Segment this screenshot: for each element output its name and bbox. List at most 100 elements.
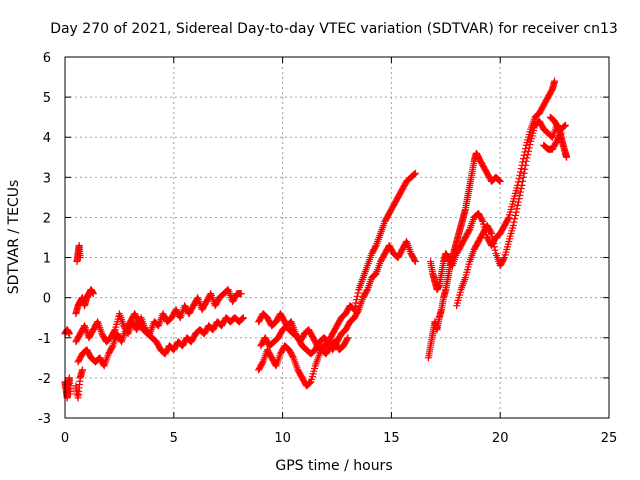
data-point-marker: [306, 379, 314, 387]
data-point-marker: [520, 169, 528, 177]
data-point-marker: [411, 258, 419, 266]
data-point-marker: [515, 195, 523, 203]
data-point-marker: [500, 255, 508, 263]
chart-title: Day 270 of 2021, Sidereal Day-to-day VTE…: [50, 21, 618, 37]
data-point-marker: [305, 379, 313, 387]
data-point-marker: [411, 256, 419, 264]
data-point-marker: [344, 334, 352, 342]
data-point-marker: [517, 188, 525, 196]
data-point-marker: [351, 302, 359, 310]
data-point-marker: [512, 208, 520, 216]
data-point-marker: [495, 176, 503, 184]
data-point-marker: [350, 306, 358, 314]
data-point-marker: [108, 343, 116, 351]
data-point-marker: [521, 165, 529, 173]
data-point-marker: [353, 296, 361, 304]
x-axis-title: GPS time / hours: [275, 458, 392, 474]
data-point-marker: [258, 359, 266, 367]
data-point-marker: [516, 171, 524, 179]
data-point-marker: [354, 307, 362, 315]
data-point-marker: [238, 315, 246, 323]
data-point-marker: [495, 177, 503, 185]
data-point-marker: [517, 168, 525, 176]
data-point-marker: [343, 335, 351, 343]
data-point-marker: [410, 171, 418, 179]
data-point-marker: [239, 314, 247, 322]
y-tick-label: 5: [43, 91, 51, 106]
y-tick-label: 2: [43, 211, 51, 226]
data-point-marker: [561, 121, 569, 129]
data-point-marker: [511, 215, 519, 223]
data-point-marker: [411, 170, 419, 178]
data-point-marker: [489, 236, 497, 244]
data-point-marker: [517, 165, 525, 173]
data-point-marker: [89, 290, 97, 298]
data-point-marker: [514, 178, 522, 186]
y-tick-label: 0: [43, 292, 51, 307]
data-point-marker: [478, 216, 486, 224]
y-tick-label: -1: [38, 332, 51, 347]
x-tick-labels: 0 5 10 15 20 25: [61, 431, 617, 446]
data-point-marker: [557, 129, 565, 137]
data-point-marker: [352, 299, 360, 307]
y-tick-label: 6: [43, 51, 51, 66]
data-point-marker: [517, 185, 525, 193]
data-point-marker: [66, 390, 74, 398]
data-point-marker: [354, 289, 362, 297]
x-tick-label: 25: [601, 431, 618, 446]
data-point-marker: [65, 330, 73, 338]
data-point-marker: [504, 215, 512, 223]
y-tick-label: 3: [43, 171, 51, 186]
data-point-marker: [522, 161, 530, 169]
data-point-marker: [524, 147, 532, 155]
data-point-marker: [525, 144, 533, 152]
data-point-marker: [487, 229, 495, 237]
data-point-marker: [490, 240, 498, 248]
data-point-marker: [519, 173, 527, 181]
data-point-marker: [239, 314, 247, 322]
data-point-marker: [518, 181, 526, 189]
data-point-marker: [509, 221, 517, 229]
data-point-marker: [511, 211, 519, 219]
data-point-marker: [522, 157, 530, 165]
data-point-marker: [551, 77, 559, 85]
data-point-marker: [515, 175, 523, 183]
x-tick-label: 10: [274, 431, 291, 446]
data-point-marker: [289, 352, 297, 360]
data-point-marker: [76, 254, 84, 262]
data-point-marker: [516, 191, 524, 199]
data-point-marker: [556, 131, 564, 139]
data-point-marker: [563, 153, 571, 161]
data-point-marker: [496, 177, 504, 185]
data-point-marker: [560, 123, 568, 131]
data-point-marker: [363, 287, 371, 295]
data-point-marker: [371, 243, 379, 251]
x-tick-label: 20: [492, 431, 509, 446]
y-axis-title: SDTVAR / TECUs: [6, 180, 22, 295]
data-point-marker: [488, 233, 496, 241]
data-point-marker: [487, 228, 495, 236]
y-tick-label: -2: [38, 372, 51, 387]
y-tick-label: -3: [38, 412, 51, 427]
data-point-marker: [523, 154, 531, 162]
data-point-marker: [490, 243, 498, 251]
data-point-marker: [353, 292, 361, 300]
data-point-marker: [519, 177, 527, 185]
data-point-marker: [513, 205, 521, 213]
data-point-marker: [524, 151, 532, 159]
y-tick-labels: -3 -2 -1 0 1 2 3 4 5 6: [38, 51, 51, 427]
x-tick-label: 0: [61, 431, 69, 446]
grid-lines: [65, 57, 609, 418]
data-point-marker: [514, 198, 522, 206]
x-tick-label: 15: [383, 431, 400, 446]
data-point-marker: [237, 290, 245, 298]
axis-ticks: [64, 56, 610, 419]
data-point-marker: [465, 227, 473, 235]
data-point-marker: [491, 246, 499, 254]
data-point-marker: [510, 218, 518, 226]
data-point-marker: [514, 201, 522, 209]
y-tick-label: 1: [43, 252, 51, 267]
data-point-marker: [78, 366, 86, 374]
data-point-marker: [561, 122, 569, 130]
